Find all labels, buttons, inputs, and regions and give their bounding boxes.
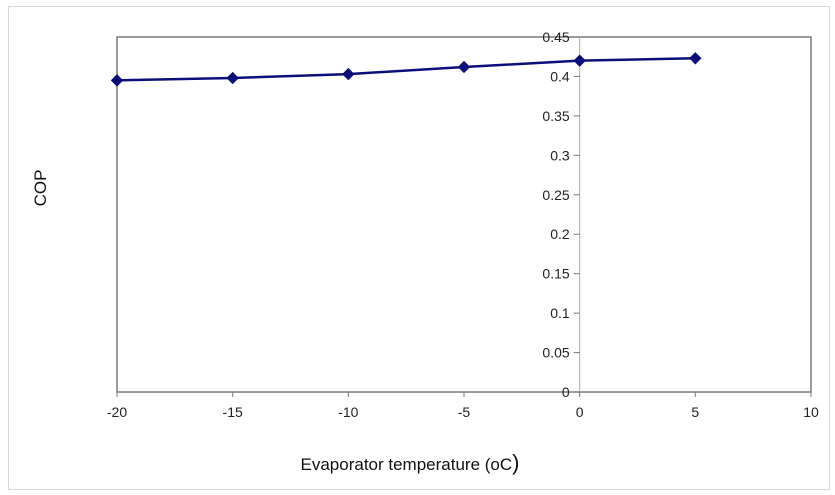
y-tick-label: 0.3 [550, 147, 570, 163]
data-point-marker [342, 67, 355, 81]
y-tick-label: 0.15 [542, 266, 569, 282]
x-tick-label: -5 [458, 404, 471, 420]
x-tick-label: 0 [576, 404, 584, 420]
data-point-marker [573, 54, 586, 67]
x-tick-label: -20 [107, 404, 127, 420]
y-tick-label: 0 [562, 384, 570, 400]
y-axis-label: COP [31, 170, 50, 207]
x-axis-label: Evaporator temperature (oC) [301, 450, 520, 475]
y-tick-label: 0.2 [550, 226, 570, 242]
y-tick-label: 0.45 [542, 29, 569, 45]
y-tick-label: 0.05 [542, 345, 569, 361]
y-tick-label: 0.1 [550, 305, 570, 321]
x-tick-label: -15 [223, 404, 243, 420]
axes [116, 36, 812, 397]
plot-area [116, 36, 812, 393]
data-point-marker [689, 52, 702, 65]
x-tick-label: 5 [691, 404, 699, 420]
data-point-marker [226, 71, 239, 85]
chart-frame [8, 6, 830, 490]
x-tick-label: -10 [338, 404, 358, 420]
tick-labels: -20 -15 -10 -5 0 5 10 0 0.05 0.1 0.15 0.2 0.25 0.3 0.3… [107, 29, 819, 420]
y-tick-label: 0.35 [542, 108, 569, 124]
x-tick-label: 10 [803, 404, 819, 420]
y-tick-label: 0.25 [542, 187, 569, 203]
series-group [110, 52, 702, 87]
y-tick-label: 0.4 [550, 68, 570, 84]
data-point-marker [110, 74, 124, 87]
series-line [116, 57, 696, 82]
data-point-marker [457, 60, 471, 74]
